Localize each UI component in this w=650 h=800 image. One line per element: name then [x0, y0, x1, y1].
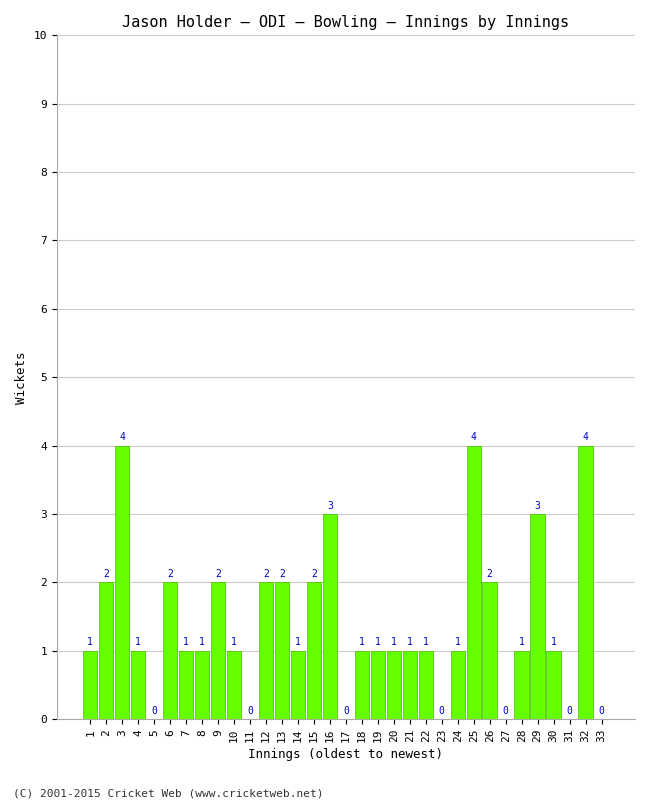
Title: Jason Holder – ODI – Bowling – Innings by Innings: Jason Holder – ODI – Bowling – Innings b…: [122, 15, 569, 30]
Bar: [211, 582, 226, 719]
Bar: [547, 651, 561, 719]
Text: 2: 2: [215, 569, 221, 579]
Bar: [275, 582, 289, 719]
Text: 4: 4: [471, 432, 476, 442]
Text: 1: 1: [551, 638, 556, 647]
Bar: [307, 582, 321, 719]
Text: 2: 2: [311, 569, 317, 579]
X-axis label: Innings (oldest to newest): Innings (oldest to newest): [248, 748, 443, 761]
Y-axis label: Wickets: Wickets: [15, 351, 28, 403]
Bar: [291, 651, 305, 719]
Text: 2: 2: [487, 569, 493, 579]
Bar: [322, 514, 337, 719]
Bar: [402, 651, 417, 719]
Text: 0: 0: [247, 706, 253, 716]
Text: 1: 1: [455, 638, 461, 647]
Text: 1: 1: [87, 638, 93, 647]
Text: 4: 4: [119, 432, 125, 442]
Bar: [482, 582, 497, 719]
Bar: [115, 446, 129, 719]
Bar: [450, 651, 465, 719]
Text: 1: 1: [423, 638, 429, 647]
Text: 2: 2: [263, 569, 269, 579]
Bar: [370, 651, 385, 719]
Bar: [467, 446, 481, 719]
Text: 0: 0: [439, 706, 445, 716]
Bar: [578, 446, 593, 719]
Text: 1: 1: [519, 638, 525, 647]
Bar: [131, 651, 146, 719]
Text: 1: 1: [231, 638, 237, 647]
Bar: [355, 651, 369, 719]
Text: 0: 0: [502, 706, 508, 716]
Bar: [83, 651, 98, 719]
Text: 1: 1: [199, 638, 205, 647]
Bar: [259, 582, 273, 719]
Text: 1: 1: [359, 638, 365, 647]
Bar: [227, 651, 241, 719]
Text: (C) 2001-2015 Cricket Web (www.cricketweb.net): (C) 2001-2015 Cricket Web (www.cricketwe…: [13, 788, 324, 798]
Text: 2: 2: [103, 569, 109, 579]
Bar: [163, 582, 177, 719]
Bar: [530, 514, 545, 719]
Text: 4: 4: [582, 432, 588, 442]
Text: 3: 3: [327, 501, 333, 510]
Bar: [99, 582, 113, 719]
Bar: [419, 651, 433, 719]
Text: 1: 1: [135, 638, 141, 647]
Text: 1: 1: [183, 638, 189, 647]
Text: 0: 0: [567, 706, 573, 716]
Text: 0: 0: [343, 706, 349, 716]
Text: 0: 0: [151, 706, 157, 716]
Bar: [514, 651, 529, 719]
Text: 2: 2: [167, 569, 173, 579]
Text: 1: 1: [375, 638, 381, 647]
Text: 0: 0: [599, 706, 604, 716]
Bar: [387, 651, 401, 719]
Text: 1: 1: [295, 638, 301, 647]
Text: 1: 1: [391, 638, 396, 647]
Bar: [179, 651, 193, 719]
Text: 2: 2: [279, 569, 285, 579]
Text: 1: 1: [407, 638, 413, 647]
Bar: [195, 651, 209, 719]
Text: 3: 3: [535, 501, 541, 510]
